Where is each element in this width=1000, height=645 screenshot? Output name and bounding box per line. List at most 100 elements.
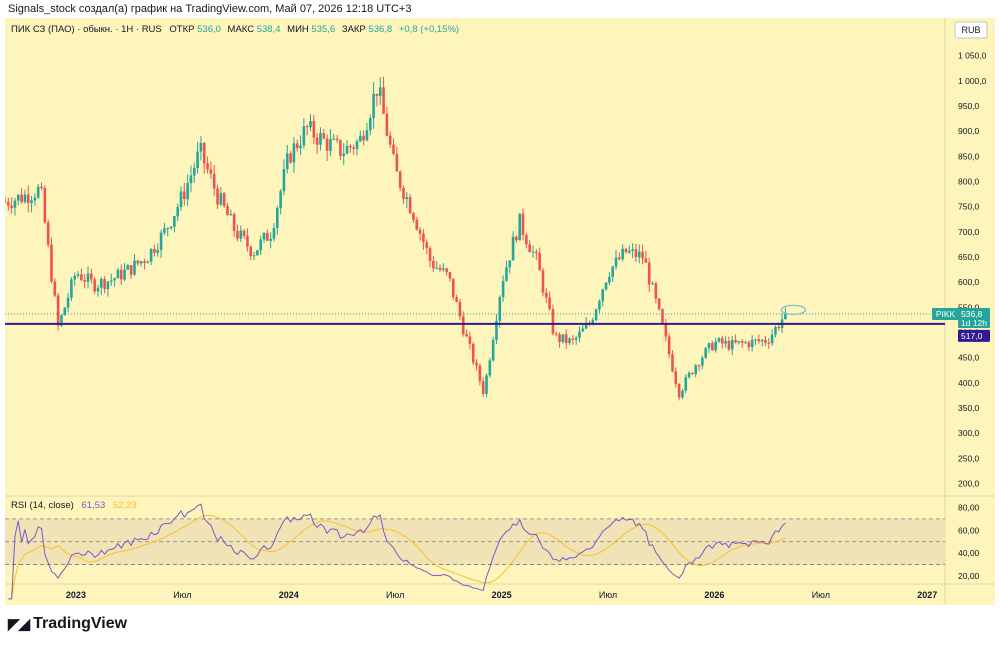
candle-body — [438, 267, 442, 271]
candle-body — [757, 339, 761, 342]
candle-body — [614, 257, 618, 267]
candle-body — [734, 339, 737, 343]
candle-body — [671, 354, 674, 372]
candle-body — [96, 287, 100, 292]
candle-body — [674, 371, 678, 384]
legend-high-value: 538,4 — [257, 24, 281, 35]
candle-body — [90, 273, 93, 280]
candle-body — [535, 251, 538, 254]
currency-box[interactable]: RUB — [954, 21, 988, 39]
candle-body — [784, 313, 787, 320]
candle-body — [252, 255, 256, 257]
candle-body — [46, 222, 50, 245]
candle-body — [624, 248, 628, 253]
price-tick-label: 550,0 — [958, 302, 980, 312]
last-price-tag: PIKK 536,8 1d 12h — [932, 307, 990, 328]
candle-body — [701, 357, 704, 366]
candle-body — [744, 342, 747, 344]
candle-body — [315, 137, 319, 145]
legend: ПИК СЗ (ПАО) · обыкн. · 1H · RUS ОТКР 53… — [11, 24, 459, 35]
price-tick-label: 600,0 — [958, 277, 980, 287]
candle-body — [339, 140, 342, 156]
candle-body — [777, 327, 781, 329]
level-price-tag: 517,0 — [958, 329, 990, 342]
candle-body — [93, 279, 96, 292]
candle-body — [119, 269, 123, 280]
candle-body — [707, 343, 711, 349]
candle-body — [249, 246, 253, 257]
price-tick-label: 450,0 — [958, 353, 980, 363]
candle-body — [770, 334, 774, 344]
candle-body — [428, 248, 432, 261]
candle-body — [375, 93, 379, 96]
candle-body — [322, 133, 326, 139]
candle-body — [236, 230, 239, 239]
candle-body — [521, 213, 525, 236]
candle-body — [608, 276, 611, 283]
rsi-ma-line — [8, 514, 786, 600]
candle-body — [309, 121, 312, 128]
candle-body — [515, 236, 518, 241]
svg-text:RSI (14, close) 61,53: RSI (14, close) 61,53 52,23 — [11, 500, 137, 511]
rsi-ma-value: 52,23 — [113, 500, 137, 511]
candle-body — [335, 138, 339, 141]
candle-body — [402, 187, 405, 200]
candle-body — [23, 194, 27, 203]
price-tag-countdown: 1d 12h — [961, 318, 987, 328]
candle-body — [541, 270, 545, 293]
candle-body — [442, 268, 445, 271]
candle-body — [139, 261, 143, 264]
candle-body — [186, 183, 189, 200]
chart-caption: Signals_stock создал(а) график на Tradin… — [8, 3, 412, 15]
candle-body — [179, 191, 183, 208]
candle-body — [544, 292, 548, 298]
price-tick-label: 1 000,0 — [958, 76, 987, 86]
candle-body — [621, 248, 624, 260]
candles-group — [3, 76, 787, 401]
candle-body — [604, 282, 608, 290]
candle-body — [359, 135, 362, 142]
candle-body — [196, 151, 199, 168]
price-tick-label: 900,0 — [958, 126, 980, 136]
candle-body — [471, 343, 475, 363]
candle-body — [445, 268, 448, 273]
candle-body — [20, 194, 23, 203]
candle-body — [332, 138, 336, 140]
candle-body — [531, 251, 535, 253]
candle-body — [345, 145, 349, 154]
candle-body — [329, 139, 332, 151]
candle-body — [641, 251, 644, 259]
candle-body — [219, 193, 223, 205]
candle-body — [3, 201, 7, 203]
candle-body — [425, 242, 429, 249]
legend-change: +0,8 (+0,15%) — [399, 24, 459, 35]
tradingview-brand[interactable]: ◤◢ TradingView — [8, 615, 127, 633]
candle-body — [730, 339, 734, 350]
candle-body — [285, 153, 289, 170]
candle-body — [100, 278, 103, 288]
candle-body — [86, 273, 90, 282]
candle-body — [694, 365, 698, 375]
candle-body — [564, 334, 568, 343]
candle-body — [50, 244, 53, 282]
candle-body — [518, 213, 522, 241]
chart-svg[interactable]: 1 100,01 050,01 000,0950,0900,0850,0800,… — [3, 18, 995, 605]
candle-body — [106, 281, 110, 290]
candle-body — [737, 341, 741, 343]
candle-body — [637, 251, 641, 258]
candle-body — [697, 365, 701, 367]
price-tick-label: 200,0 — [958, 478, 980, 488]
candle-body — [26, 194, 30, 204]
candle-body — [163, 228, 166, 233]
candle-body — [70, 279, 73, 298]
rsi-tick-label: 80,00 — [958, 502, 980, 512]
candle-body — [126, 265, 130, 270]
legend-low-label: МИН — [287, 24, 309, 35]
candle-body — [508, 260, 512, 268]
chart-frame[interactable]: 1 100,01 050,01 000,0950,0900,0850,0800,… — [3, 18, 995, 605]
candle-body — [262, 232, 266, 240]
candle-body — [687, 372, 691, 378]
candle-body — [183, 191, 186, 200]
candle-body — [644, 258, 648, 263]
highlight-ellipse[interactable] — [780, 304, 806, 315]
